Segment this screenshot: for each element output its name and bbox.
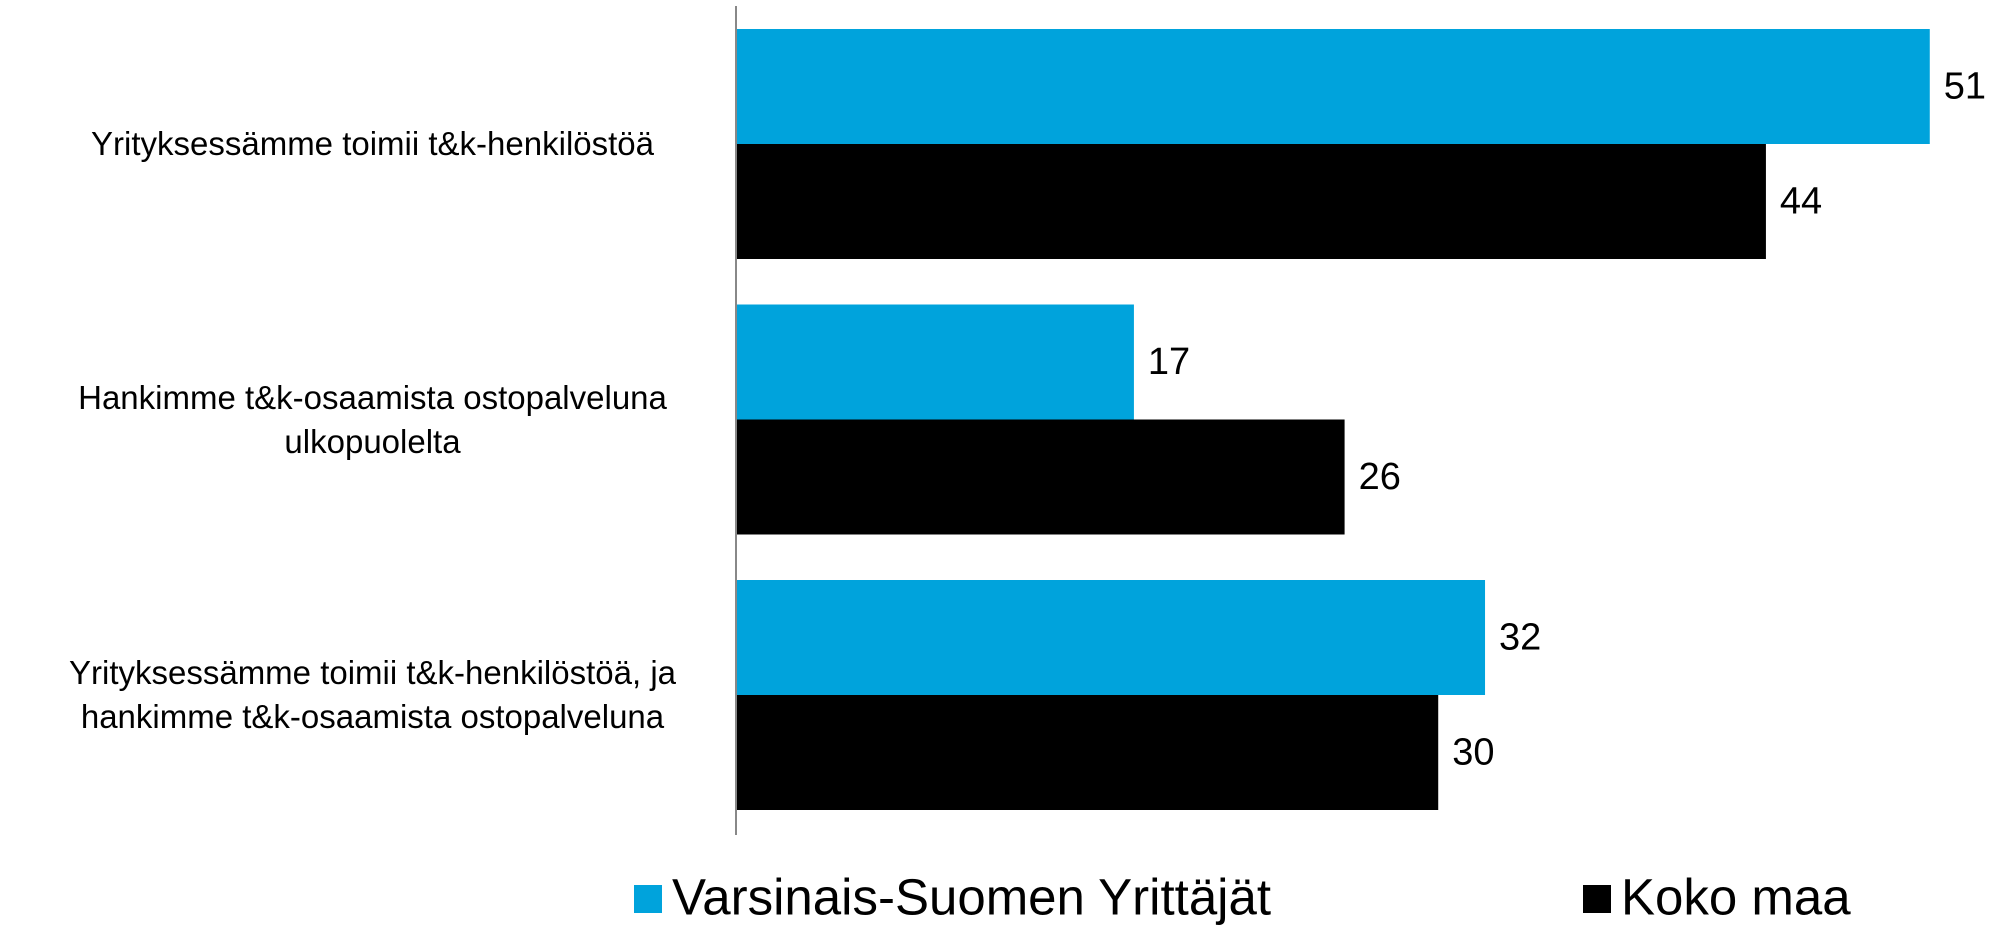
legend-swatch <box>634 885 662 913</box>
value-label: 51 <box>1944 66 1986 108</box>
bar <box>736 580 1486 695</box>
value-label: 44 <box>1780 181 1822 223</box>
legend-swatch <box>1583 885 1611 913</box>
bar <box>736 695 1439 810</box>
value-label: 17 <box>1148 341 1190 383</box>
bar <box>736 29 1930 144</box>
legend-label: Koko maa <box>1621 868 1851 925</box>
bar <box>736 144 1766 259</box>
value-label: 30 <box>1452 732 1494 774</box>
value-label: 26 <box>1359 456 1401 498</box>
legend-label: Varsinais-Suomen Yrittäjät <box>672 868 1271 925</box>
category-label: Yrityksessämme toimii t&k-henkilöstöä, j… <box>68 654 677 735</box>
bar <box>736 419 1345 535</box>
value-label: 32 <box>1499 617 1541 659</box>
bar <box>736 304 1134 420</box>
category-label: Yrityksessämme toimii t&k-henkilöstöä <box>91 125 654 162</box>
category-label: Hankimme t&k-osaamista ostopalveluna ulk… <box>78 378 667 460</box>
